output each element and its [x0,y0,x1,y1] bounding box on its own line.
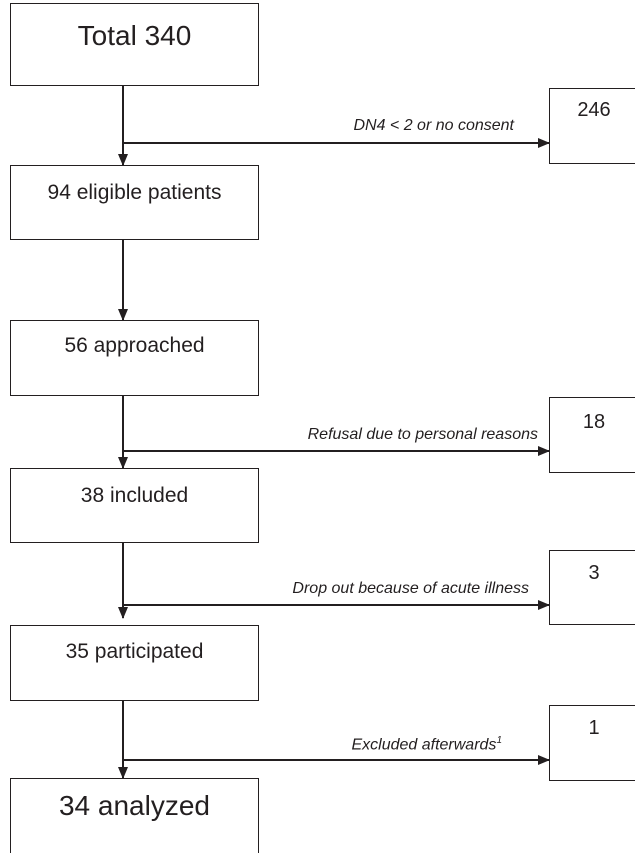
exclusion-4-reason-wrap: Excluded afterwards1 [351,735,502,754]
box-eligible: 94 eligible patients [10,165,259,240]
exclusion-4-reason: Excluded afterwards [351,736,497,754]
box-total-label: Total 340 [77,20,192,51]
box-eligible-label: 94 eligible patients [47,181,222,204]
box-included-label: 38 included [80,484,189,507]
box-exclusion-4: 1 [549,705,635,781]
box-analyzed: 34 analyzed [10,778,259,853]
exclusion-3-count: 3 [588,562,600,584]
exclusion-4-footnote-mark: 1 [496,735,502,746]
box-participated: 35 participated [10,625,259,701]
exclusion-1-reason: DN4 < 2 or no consent [353,117,514,134]
box-total: Total 340 [10,3,259,86]
box-exclusion-3: 3 [549,550,635,625]
box-analyzed-label: 34 analyzed [58,790,210,821]
box-exclusion-1: 246 [549,88,635,164]
exclusion-2-reason: Refusal due to personal reasons [307,426,538,443]
exclusion-1-count: 246 [577,99,611,121]
box-participated-label: 35 participated [65,640,204,663]
exclusion-2-count: 18 [582,411,606,433]
box-approached: 56 approached [10,320,259,396]
box-included: 38 included [10,468,259,543]
box-exclusion-2: 18 [549,397,635,473]
exclusion-4-count: 1 [588,717,600,739]
exclusion-3-reason: Drop out because of acute illness [292,580,529,597]
box-approached-label: 56 approached [64,334,205,357]
